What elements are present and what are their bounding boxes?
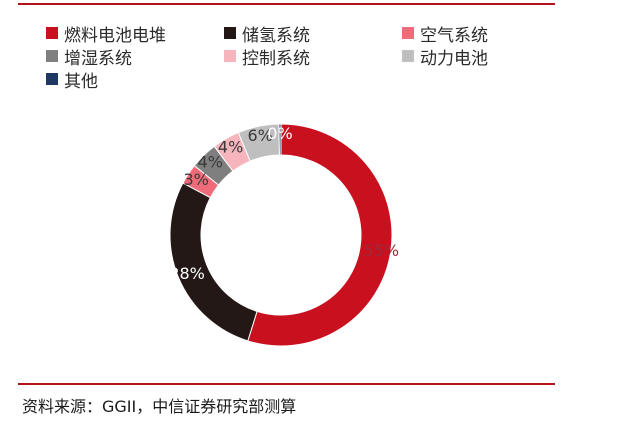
data-label: 4%	[198, 153, 223, 172]
legend-label: 空气系统	[420, 25, 488, 46]
data-label: 0%	[267, 124, 292, 143]
legend-label: 动力电池	[420, 48, 488, 69]
legend-label: 储氢系统	[242, 25, 310, 46]
donut-slice	[169, 182, 258, 342]
legend-item: 空气系统	[402, 22, 602, 46]
donut-slice	[278, 123, 282, 156]
legend-swatch	[46, 27, 58, 39]
legend-label: 其他	[64, 71, 98, 92]
legend-swatch	[402, 27, 414, 39]
source-note: 资料来源：GGII，中信证券研究部测算	[22, 397, 297, 416]
legend-swatch	[224, 27, 236, 39]
donut-slice	[247, 123, 393, 347]
bottom-rule	[18, 383, 555, 385]
legend-item: 储氢系统	[224, 22, 402, 46]
data-label: 4%	[218, 137, 243, 156]
legend-item: 控制系统	[224, 45, 402, 69]
data-label: 3%	[184, 170, 209, 189]
donut-chart: 55%28%3%4%4%6%0%	[169, 123, 400, 347]
legend-swatch	[402, 50, 414, 62]
data-label: 28%	[169, 264, 205, 283]
chart-legend: 燃料电池电堆 储氢系统 空气系统增湿系统 控制系统 动力电池其他	[46, 22, 606, 92]
legend-swatch	[46, 50, 58, 62]
data-label: 6%	[248, 126, 273, 145]
legend-swatch	[46, 73, 58, 85]
legend-item: 动力电池	[402, 45, 602, 69]
legend-label: 控制系统	[242, 48, 310, 69]
legend-label: 燃料电池电堆	[64, 25, 166, 46]
legend-item: 增湿系统	[46, 45, 224, 69]
legend-label: 增湿系统	[64, 48, 132, 69]
legend-swatch	[224, 50, 236, 62]
legend-item: 其他	[46, 68, 224, 92]
top-rule	[18, 3, 555, 5]
data-label: 55%	[364, 241, 400, 260]
legend-item: 燃料电池电堆	[46, 22, 224, 46]
